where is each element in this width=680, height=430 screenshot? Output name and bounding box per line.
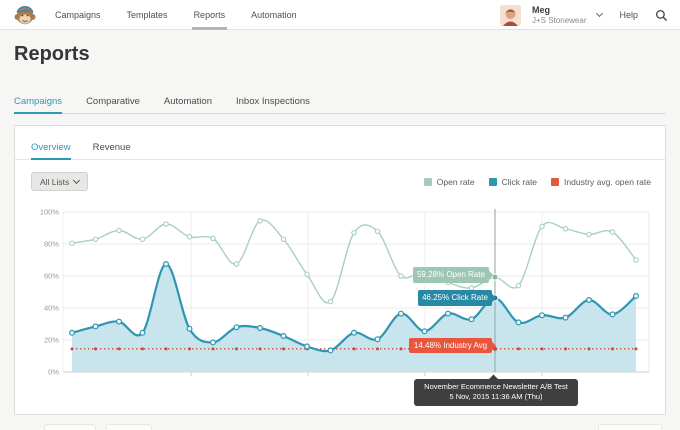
- open-rate-swatch: [423, 178, 432, 186]
- nav-reports[interactable]: Reports: [191, 0, 227, 30]
- nav-campaigns[interactable]: Campaigns: [55, 10, 101, 20]
- svg-text:20%: 20%: [44, 336, 59, 345]
- click-rate-swatch: [488, 178, 497, 186]
- tab-comparative[interactable]: Comparative: [86, 96, 140, 107]
- svg-text:80%: 80%: [44, 240, 59, 249]
- campaign-hover-tooltip: November Ecommerce Newsletter A/B Test 5…: [414, 374, 578, 406]
- tab-revenue[interactable]: Revenue: [92, 142, 131, 153]
- user-account: J+S Stonewear: [532, 15, 587, 25]
- tab-campaigns[interactable]: Campaigns: [14, 93, 63, 114]
- legend-click-rate: Click rate: [488, 177, 538, 187]
- user-name: Meg: [532, 5, 550, 16]
- tooltip-campaign-name: November Ecommerce Newsletter A/B Test: [424, 382, 568, 391]
- top-bar: Campaigns Templates Reports Automation M…: [0, 0, 680, 30]
- tab-overview[interactable]: Overview: [31, 138, 71, 160]
- page-title: Reports: [14, 43, 90, 65]
- partial-element: [598, 424, 662, 430]
- click-rate-hover-value: 46.25% Click Rate: [422, 293, 488, 302]
- nav-automation[interactable]: Automation: [251, 10, 297, 20]
- freddie-icon: [14, 5, 36, 25]
- industry-avg-hover-badge: 14.48% Industry Avg: [409, 338, 497, 353]
- user-menu[interactable]: Meg J+S Stonewear: [532, 5, 586, 25]
- main-nav: Campaigns Templates Reports Automation: [55, 0, 297, 30]
- help-link[interactable]: Help: [619, 10, 638, 20]
- tab-automation[interactable]: Automation: [163, 96, 212, 107]
- tooltip-campaign-date: 5 Nov, 2015 11:36 AM (Thu): [449, 392, 543, 401]
- report-tabs: Campaigns Comparative Automation Inbox I…: [14, 93, 666, 114]
- tab-inbox-inspections[interactable]: Inbox Inspections: [235, 96, 310, 107]
- all-lists-label: All Lists: [40, 176, 70, 187]
- partial-element: [106, 424, 152, 430]
- legend-label: Open rate: [436, 177, 475, 187]
- user-area: Meg J+S Stonewear Help: [500, 0, 668, 30]
- industry-avg-swatch: [551, 178, 560, 186]
- overview-card: Overview Revenue All Lists Open rate Cli…: [14, 125, 666, 415]
- chevron-down-icon[interactable]: [596, 9, 604, 18]
- all-lists-dropdown[interactable]: All Lists: [31, 172, 89, 191]
- chart-legend: Open rate Click rate Industry avg. open …: [423, 177, 651, 187]
- click-rate-hover-badge: 46.25% Click Rate: [418, 290, 497, 306]
- open-rate-hover-badge: 59.28% Open Rate: [413, 267, 494, 283]
- svg-text:40%: 40%: [44, 304, 59, 313]
- svg-text:60%: 60%: [44, 272, 59, 281]
- nav-templates[interactable]: Templates: [126, 10, 168, 20]
- legend-label: Industry avg. open rate: [564, 177, 651, 187]
- partial-element: [44, 424, 96, 430]
- svg-text:0%: 0%: [48, 368, 59, 377]
- user-avatar[interactable]: [500, 4, 521, 26]
- svg-text:100%: 100%: [40, 208, 60, 217]
- mailchimp-logo[interactable]: [13, 3, 37, 27]
- avatar-illustration: [500, 4, 521, 26]
- legend-label: Click rate: [501, 177, 538, 187]
- search-button[interactable]: [655, 9, 668, 22]
- legend-open-rate: Open rate: [423, 177, 475, 187]
- legend-industry-avg: Industry avg. open rate: [551, 177, 651, 187]
- card-tabs: Overview Revenue: [15, 138, 665, 160]
- search-icon: [655, 9, 668, 21]
- industry-avg-hover-value: 14.48% Industry Avg: [413, 341, 488, 350]
- open-rate-hover-value: 59.28% Open Rate: [416, 270, 486, 279]
- caret-down-icon: [73, 176, 81, 184]
